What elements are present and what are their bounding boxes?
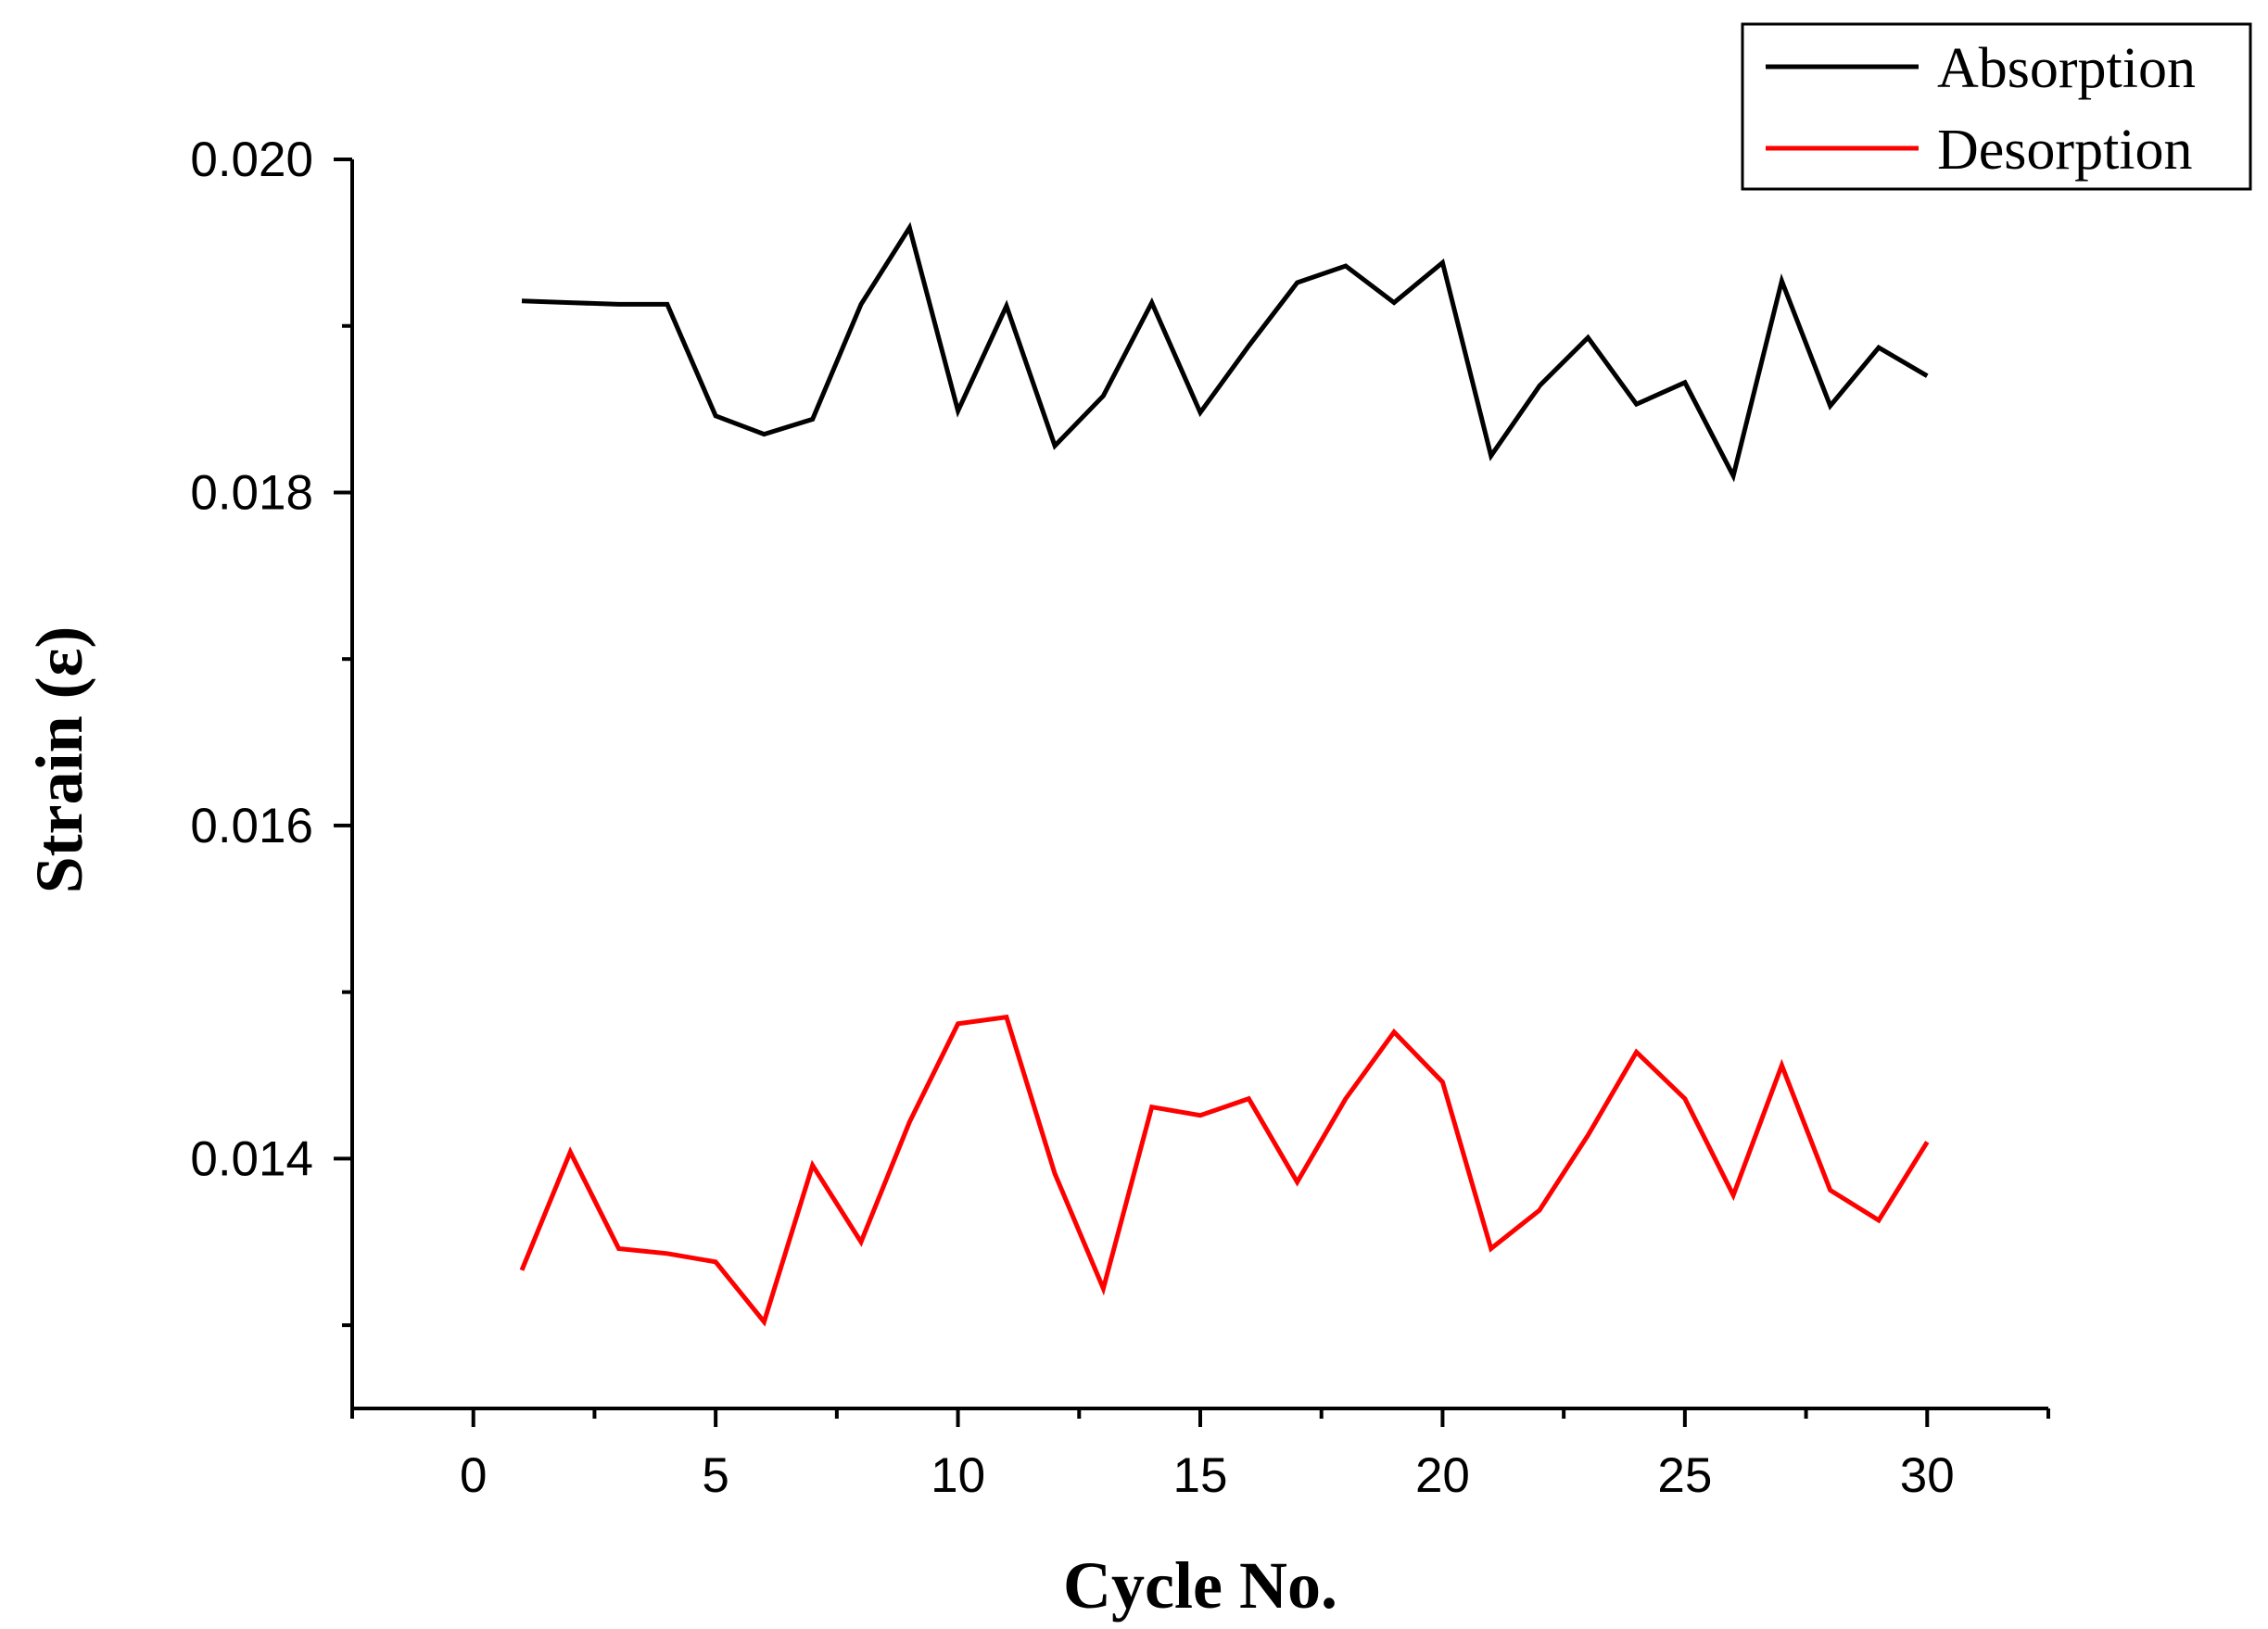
legend-label-absorption: Absorption <box>1937 37 2196 100</box>
x-tick-label: 25 <box>1657 1448 1712 1503</box>
series-line-desorption <box>519 1014 1930 1327</box>
x-tick-label: 15 <box>1173 1448 1228 1503</box>
series-line-absorption <box>521 221 1929 483</box>
y-axis-title: Strain (ε) <box>22 626 96 894</box>
y-tick-label: 0.020 <box>190 133 313 187</box>
legend-label-desorption: Desorption <box>1937 119 2193 182</box>
y-tick-label: 0.016 <box>190 799 313 853</box>
x-tick-label: 0 <box>460 1448 487 1503</box>
x-tick-label: 5 <box>702 1448 729 1503</box>
y-tick-label: 0.014 <box>190 1131 313 1186</box>
legend: Absorption Desorption <box>1741 22 2252 191</box>
y-axis-ticks: 0.014 0.016 0.018 0.020 <box>190 133 352 1328</box>
x-axis-ticks: 0 5 10 15 20 25 30 <box>350 1408 2050 1503</box>
series-layer <box>519 221 1930 1327</box>
y-tick-label: 0.018 <box>190 465 313 520</box>
x-axis-title: Cycle No. <box>1063 1548 1337 1623</box>
x-tick-label: 30 <box>1900 1448 1955 1503</box>
x-tick-label: 20 <box>1415 1448 1470 1503</box>
x-tick-label: 10 <box>931 1448 985 1503</box>
legend-box <box>1741 22 2252 191</box>
